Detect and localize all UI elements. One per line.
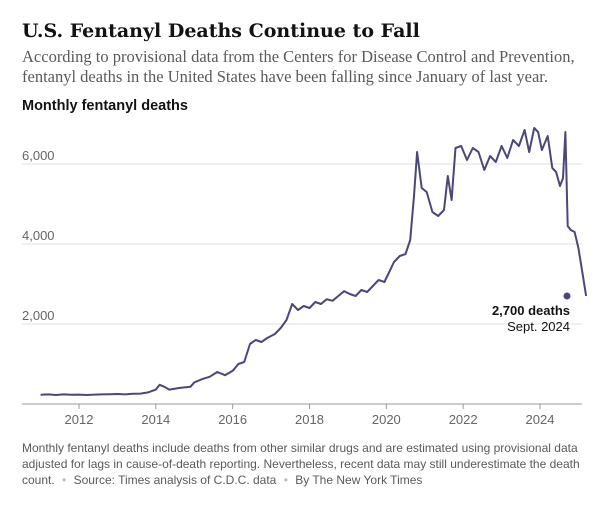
chart-label: Monthly fentanyl deaths [22, 98, 188, 114]
x-ticks: 2012 2014 2016 2018 2020 2022 2024 [65, 404, 555, 427]
footnote: Monthly fentanyl deaths include deaths f… [22, 440, 582, 488]
separator-dot: • [283, 473, 288, 487]
annotation-value: 2,700 deaths [492, 303, 570, 318]
y-tick-label: 6,000 [22, 148, 55, 163]
separator-dot: • [62, 473, 67, 487]
footnote-text: Monthly fentanyl deaths include deaths f… [22, 441, 580, 487]
chart-subtitle: According to provisional data from the C… [22, 47, 575, 86]
y-tick-label: 4,000 [22, 228, 55, 243]
endpoint-marker [563, 292, 571, 300]
x-tick-label: 2016 [218, 412, 247, 427]
credit-text: By The New York Times [295, 473, 423, 487]
y-tick-labels: 2,000 4,000 6,000 [22, 148, 55, 323]
y-tick-label: 2,000 [22, 308, 55, 323]
line-chart: 2,000 4,000 6,000 2012 2014 2016 2018 2020 2022… [22, 127, 588, 427]
x-tick-label: 2020 [372, 412, 401, 427]
chart-title: U.S. Fentanyl Deaths Continue to Fall [22, 20, 420, 42]
x-tick-label: 2014 [141, 412, 170, 427]
annotation-date: Sept. 2024 [507, 319, 570, 334]
x-tick-label: 2022 [449, 412, 478, 427]
x-tick-label: 2018 [295, 412, 324, 427]
x-tick-label: 2012 [65, 412, 94, 427]
source-text: Source: Times analysis of C.D.C. data [73, 473, 277, 487]
x-tick-label: 2024 [526, 412, 555, 427]
gridlines [22, 163, 582, 325]
series-line [40, 127, 588, 396]
